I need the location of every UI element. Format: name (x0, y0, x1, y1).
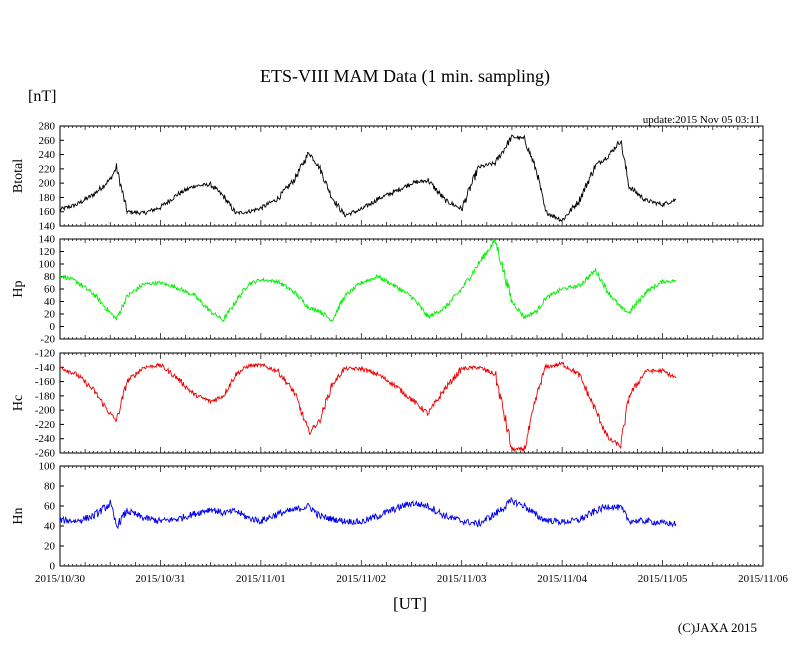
y-tick-label: -140 (35, 362, 56, 374)
y-tick-label: 260 (39, 135, 56, 147)
panel-label-hc: Hc (11, 395, 26, 411)
y-tick-label: 140 (39, 221, 56, 233)
y-tick-label: 40 (44, 296, 56, 308)
y-tick-label: 0 (50, 561, 56, 573)
y-tick-label: 240 (39, 149, 56, 161)
panel-frame-hc (59, 352, 764, 454)
panel-label-btotal: Btotal (11, 159, 26, 193)
update-timestamp: update:2015 Nov 05 03:11 (642, 114, 760, 126)
series-line-hp (60, 239, 677, 322)
x-unit-label: [UT] (393, 594, 427, 613)
y-tick-label: -180 (35, 390, 56, 402)
x-tick-label: 2015/11/03 (437, 573, 487, 585)
series-line-btotal (60, 134, 677, 222)
y-tick-label: 0 (50, 321, 56, 333)
x-tick-label: 2015/11/01 (236, 573, 286, 585)
y-tick-label: 180 (39, 192, 56, 204)
y-tick-label: -120 (35, 348, 56, 360)
y-tick-label: -240 (35, 433, 56, 445)
y-unit-label: [nT] (28, 88, 57, 105)
x-tick-label: 2015/11/05 (638, 573, 688, 585)
copyright: (C)JAXA 2015 (677, 620, 757, 635)
y-tick-label: -160 (35, 376, 56, 388)
y-tick-label: 20 (44, 541, 56, 553)
x-tick-label: 2015/11/04 (537, 573, 587, 585)
y-tick-label: 160 (39, 206, 56, 218)
series-line-hn (60, 496, 677, 530)
panel-frame-btotal (59, 125, 764, 227)
x-tick-label: 2015/10/30 (35, 573, 86, 585)
panel-frame-hp (59, 238, 764, 340)
y-tick-label: 60 (44, 284, 56, 296)
x-tick-label: 2015/11/02 (336, 573, 386, 585)
y-tick-label: 140 (39, 234, 56, 246)
y-tick-label: 100 (39, 461, 56, 473)
y-tick-label: -260 (35, 448, 56, 460)
y-tick-label: 220 (39, 163, 56, 175)
y-tick-label: -200 (35, 405, 56, 417)
panel-frame-hn (59, 465, 764, 567)
y-tick-label: 20 (44, 309, 56, 321)
chart-title: ETS-VIII MAM Data (1 min. sampling) (260, 66, 550, 86)
y-tick-label: 40 (44, 521, 56, 533)
panel-label-hp: Hp (11, 280, 26, 297)
y-tick-label: 100 (39, 259, 56, 271)
y-tick-label: 200 (39, 178, 56, 190)
y-tick-label: 80 (44, 271, 56, 283)
y-tick-label: 60 (44, 501, 56, 513)
series-line-hc (60, 361, 677, 453)
panel-label-hn: Hn (11, 507, 26, 524)
y-tick-label: -20 (40, 334, 55, 346)
y-tick-label: -220 (35, 419, 56, 431)
y-tick-label: 120 (39, 246, 56, 258)
y-tick-label: 280 (39, 121, 56, 133)
y-tick-label: 80 (44, 481, 56, 493)
x-tick-label: 2015/10/31 (135, 573, 185, 585)
x-tick-label: 2015/11/06 (738, 573, 788, 585)
